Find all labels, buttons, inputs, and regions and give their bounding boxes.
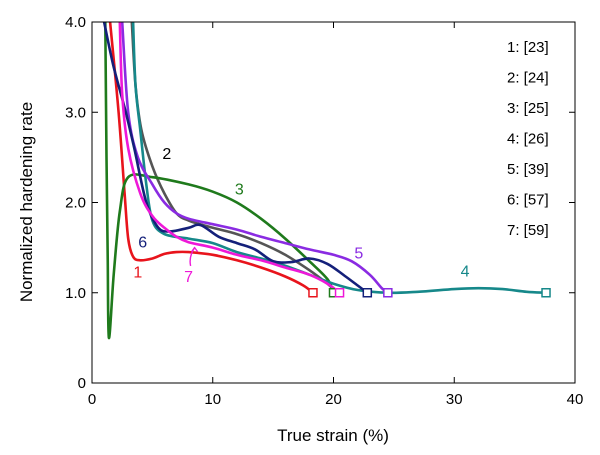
legend-entry: 4: [26] <box>507 131 549 148</box>
curve-label-6: 6 <box>138 235 147 252</box>
legend-entry: 5: [39] <box>507 161 549 178</box>
series-line-1 <box>108 22 315 295</box>
legend-entry: 3: [25] <box>507 100 549 117</box>
end-marker-layer <box>308 288 551 298</box>
x-tick-label: 20 <box>325 391 342 408</box>
series-line-4 <box>131 22 548 295</box>
end-marker-6 <box>362 288 373 298</box>
series-line-5 <box>120 22 390 295</box>
y-tick-label: 0 <box>78 375 86 392</box>
series-line-6 <box>102 22 369 295</box>
curve-label-7: 7 <box>184 269 193 286</box>
y-tick-label: 4.0 <box>65 14 86 31</box>
curve-label-2: 2 <box>162 146 171 163</box>
end-marker-1 <box>308 288 318 298</box>
curve-label-1: 1 <box>133 264 142 281</box>
y-tick-label: 2.0 <box>65 195 86 212</box>
x-tick-label: 30 <box>446 391 463 408</box>
curve-label-7-arrowhead <box>191 246 199 253</box>
end-marker-4 <box>541 288 551 298</box>
y-axis: 0 1.0 2.0 3.0 4.0 <box>65 14 575 392</box>
end-marker-5 <box>383 288 393 298</box>
legend-entry: 1: [23] <box>507 39 549 56</box>
legend: 1: [23] 2: [24] 3: [25] 4: [26] 5: [39] 6: [5… <box>507 39 549 239</box>
legend-entry: 6: [57] <box>507 192 549 209</box>
curve-label-layer: 1 2 3 4 5 6 7 <box>133 146 469 286</box>
x-tick-label: 40 <box>567 391 584 408</box>
curve-label-3: 3 <box>235 181 244 198</box>
x-tick-label: 0 <box>88 391 96 408</box>
end-marker-7 <box>334 288 345 298</box>
y-tick-label: 3.0 <box>65 104 86 121</box>
x-tick-label: 10 <box>204 391 221 408</box>
legend-entry: 7: [59] <box>507 222 549 239</box>
curve-label-5: 5 <box>354 245 363 262</box>
y-tick-label: 1.0 <box>65 285 86 302</box>
x-axis-title: True strain (%) <box>277 426 389 445</box>
series-line-3 <box>104 22 335 340</box>
series-layer <box>102 22 548 340</box>
series-line-7 <box>118 22 341 295</box>
y-axis-title: Normalized hardening rate <box>17 102 36 302</box>
x-axis: 0 10 20 30 40 <box>88 22 584 408</box>
legend-entry: 2: [24] <box>507 70 549 87</box>
curve-label-4: 4 <box>461 264 470 281</box>
